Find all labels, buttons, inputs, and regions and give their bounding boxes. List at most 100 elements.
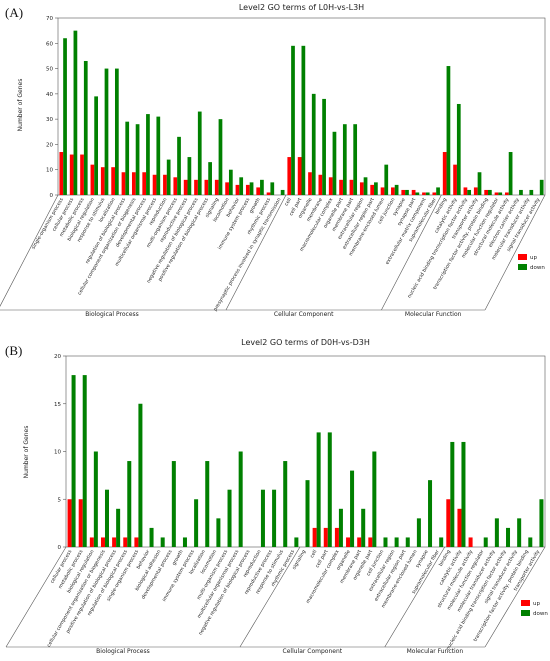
- legend-up-swatch: [518, 254, 527, 260]
- bar-up-20: [266, 192, 271, 195]
- bar-down-20: [270, 182, 275, 195]
- bar-down-38: [494, 518, 499, 547]
- y-tick-label: 10: [46, 168, 53, 174]
- bar-down-17: [239, 177, 244, 195]
- bar-up-39: [463, 187, 468, 195]
- bar-down-2: [83, 60, 88, 195]
- chart-title: Level2 GO terms of L0H-vs-L3H: [239, 3, 364, 12]
- group-label: Cellular Component: [274, 311, 334, 318]
- bar-up-36: [432, 192, 437, 195]
- bar-down-10: [182, 537, 187, 547]
- bar-up-1: [78, 499, 83, 547]
- bar-up-30: [370, 184, 375, 195]
- bar-down-22: [291, 45, 295, 195]
- bar-down-22: [316, 432, 321, 547]
- legend-down-swatch: [521, 610, 530, 616]
- bar-down-34: [450, 441, 455, 547]
- bar-up-2: [80, 154, 84, 195]
- bar-up-0: [59, 152, 64, 195]
- bar-up-28: [349, 179, 354, 195]
- y-tick-label: 10: [54, 450, 61, 456]
- bar-up-2: [89, 537, 94, 547]
- bar-down-7: [149, 527, 154, 547]
- chart-title: Level2 GO terms of D0H-vs-D3H: [241, 338, 370, 347]
- y-tick-label: 30: [46, 117, 53, 123]
- bar-down-32: [394, 184, 399, 195]
- bar-down-19: [283, 461, 288, 547]
- bar-up-18: [245, 184, 250, 195]
- bar-down-39: [506, 527, 511, 547]
- group-label: Molecular Function: [407, 648, 464, 655]
- bar-up-19: [256, 187, 261, 195]
- bar-up-33: [401, 189, 406, 195]
- bar-down-44: [519, 189, 523, 195]
- bar-up-38: [453, 164, 457, 195]
- bar-down-8: [160, 537, 165, 547]
- bar-down-26: [332, 131, 337, 195]
- bar-down-12: [187, 157, 192, 195]
- bar-up-6: [121, 172, 126, 195]
- bar-down-4: [116, 508, 121, 547]
- bar-down-27: [372, 451, 377, 547]
- bar-down-23: [327, 432, 332, 547]
- bar-down-33: [439, 537, 444, 547]
- y-tick-label: 50: [46, 67, 53, 73]
- group-label: Molecular Function: [405, 311, 462, 318]
- bar-up-22: [287, 157, 292, 195]
- bar-up-42: [494, 192, 499, 195]
- y-axis-label: Number of Genes: [23, 426, 30, 479]
- bar-up-23: [297, 157, 302, 195]
- bar-down-37: [446, 66, 451, 196]
- bar-up-34: [446, 499, 451, 547]
- bar-up-12: [183, 179, 188, 195]
- bar-up-35: [457, 508, 462, 547]
- bar-up-14: [204, 179, 209, 195]
- panel-b-letter: (B): [5, 343, 23, 358]
- bar-up-16: [225, 182, 229, 195]
- bar-down-25: [350, 470, 355, 547]
- bar-down-42: [498, 192, 503, 195]
- legend-down-swatch: [518, 264, 527, 270]
- bar-down-14: [208, 162, 212, 195]
- group-divider: [225, 194, 287, 311]
- bar-up-27: [339, 179, 343, 195]
- y-tick-label: 60: [46, 41, 53, 47]
- y-tick-label: 0: [50, 193, 54, 199]
- bar-up-24: [334, 527, 339, 547]
- bar-down-21: [280, 189, 285, 195]
- bar-down-39: [467, 189, 472, 195]
- group-label: Biological Process: [85, 311, 139, 318]
- bar-down-4: [104, 68, 109, 195]
- bar-down-25: [322, 98, 326, 195]
- bar-up-43: [505, 192, 509, 195]
- bar-down-28: [383, 537, 388, 547]
- group-divider: [381, 194, 442, 311]
- bar-up-9: [152, 174, 157, 195]
- bar-up-31: [380, 187, 385, 195]
- legend-down-label: down: [530, 265, 545, 271]
- bar-down-16: [228, 169, 233, 195]
- go-chart-a: Level2 GO terms of L0H-vs-L3H Number of G…: [0, 3, 546, 318]
- bar-down-35: [425, 192, 430, 195]
- bar-down-3: [104, 489, 109, 547]
- group-divider: [484, 194, 546, 311]
- bar-down-31: [416, 518, 421, 547]
- bar-up-1: [69, 154, 74, 195]
- bar-up-7: [131, 172, 136, 195]
- bar-down-21: [305, 480, 310, 547]
- legend-down-label: down: [533, 611, 548, 617]
- legend-up-label: up: [533, 601, 540, 607]
- bar-up-0: [67, 499, 72, 547]
- group-divider: [484, 546, 546, 648]
- group-divider: [239, 546, 301, 648]
- group-label: Biological Process: [96, 648, 150, 655]
- bar-down-9: [171, 461, 176, 547]
- bar-up-11: [173, 177, 178, 195]
- bar-down-27: [342, 124, 347, 195]
- bar-up-34: [411, 189, 416, 195]
- bar-up-4: [112, 537, 117, 547]
- go-chart-b: Level2 GO terms of D0H-vs-D3H Number of G…: [5, 338, 548, 655]
- bar-down-5: [127, 461, 132, 547]
- bar-down-33: [405, 189, 409, 195]
- bar-up-24: [308, 172, 312, 195]
